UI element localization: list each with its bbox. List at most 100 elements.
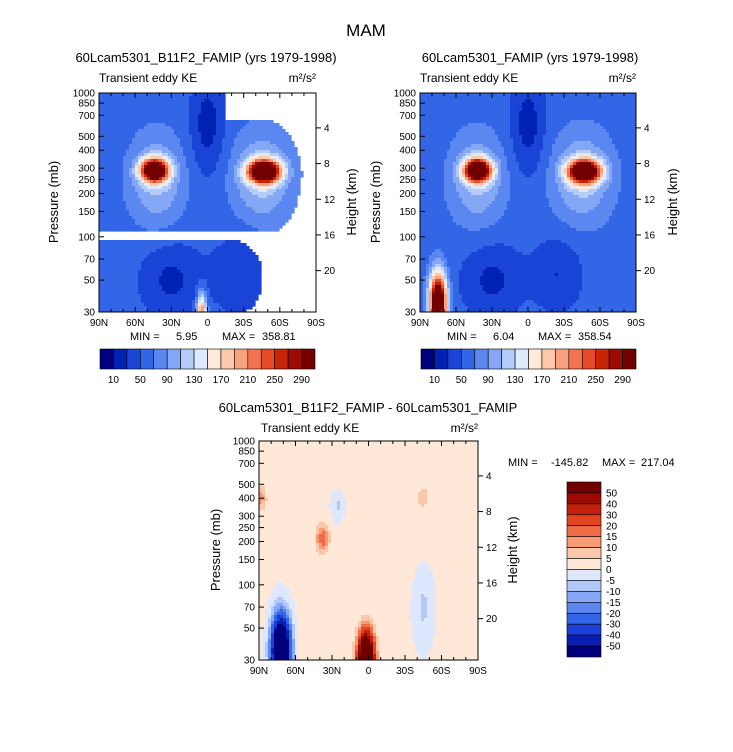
contour-cell [420, 267, 427, 271]
contour-cell [99, 246, 163, 250]
contour-cell [579, 261, 636, 265]
contour-cell [453, 282, 460, 286]
contour-cell [132, 141, 181, 145]
contour-cell [165, 174, 169, 178]
contour-cell [331, 495, 344, 499]
panel-2-ylabel: Pressure (mb) [368, 161, 383, 243]
contour-cell [495, 222, 568, 226]
contour-cell [379, 636, 413, 640]
contour-cell [271, 642, 275, 646]
contour-cell [579, 294, 636, 298]
contour-cell [430, 648, 478, 652]
contour-cell [243, 126, 283, 130]
contour-cell [597, 228, 636, 232]
contour-cell [540, 243, 568, 247]
contour-cell [447, 261, 463, 265]
contour-cell [471, 144, 484, 148]
contour-cell [141, 177, 145, 181]
contour-cell [249, 153, 256, 157]
contour-cell [316, 546, 320, 550]
contour-cell [234, 168, 238, 172]
contour-cell [465, 258, 580, 262]
contour-cell [259, 477, 478, 481]
contour-cell [274, 654, 290, 658]
contour-cell [355, 651, 359, 655]
contour-cell [426, 306, 430, 310]
contour-cell [274, 588, 290, 592]
contour-cell [603, 162, 607, 166]
contour-cell [573, 162, 577, 166]
contour-cell [289, 642, 293, 646]
contour-cell [483, 159, 487, 163]
contour-cell [412, 627, 437, 631]
contour-cell [376, 657, 380, 660]
contour-cell [177, 168, 181, 172]
contour-cell [600, 171, 604, 175]
contour-cell [510, 198, 550, 202]
contour-cell [259, 459, 478, 463]
contour-cell [141, 159, 145, 163]
contour-cell [540, 153, 553, 157]
contour-cell [225, 120, 250, 124]
colorbar-label: 10 [429, 375, 441, 386]
contour-cell [492, 150, 505, 154]
contour-cell [159, 159, 163, 163]
contour-cell [246, 201, 280, 205]
right-tick-label: 8 [324, 159, 330, 170]
colorbar-box [99, 348, 114, 370]
contour-cell [292, 621, 299, 625]
contour-cell [195, 150, 223, 154]
contour-cell [171, 156, 178, 160]
contour-cell [259, 570, 416, 574]
contour-cell [423, 303, 427, 307]
contour-cell [570, 225, 604, 229]
right-tick-label: 16 [644, 230, 656, 241]
contour-cell [129, 213, 184, 217]
contour-cell [424, 504, 478, 508]
contour-cell [465, 174, 469, 178]
colorbar-label: -10 [606, 587, 621, 598]
contour-cell [141, 150, 151, 154]
x-tick-label: 90S [627, 318, 645, 329]
contour-cell [412, 633, 437, 637]
contour-cell [444, 300, 448, 304]
contour-cell [582, 276, 636, 280]
contour-cell [147, 165, 163, 169]
contour-cell [165, 165, 169, 169]
contour-cell [268, 645, 272, 649]
colorbar-label: -50 [606, 642, 621, 653]
colorbar-box [420, 348, 435, 370]
contour-cell [225, 135, 238, 139]
contour-cell [99, 114, 190, 118]
contour-cell [537, 114, 547, 118]
contour-cell [222, 306, 253, 310]
contour-cell [489, 162, 493, 166]
contour-cell [292, 657, 296, 660]
contour-cell [468, 162, 472, 166]
contour-cell [258, 162, 271, 166]
x-tick-label: 30S [396, 666, 414, 677]
contour-cell [213, 249, 253, 253]
contour-cell [519, 120, 538, 124]
contour-cell [421, 597, 428, 601]
contour-cell [412, 588, 437, 592]
contour-cell [289, 630, 293, 634]
contour-cell [174, 171, 178, 175]
contour-cell [195, 297, 199, 301]
contour-cell [573, 249, 636, 253]
contour-cell [358, 630, 362, 634]
contour-cell [376, 627, 413, 631]
contour-cell [433, 576, 478, 580]
contour-cell [283, 618, 287, 622]
contour-cell [99, 207, 127, 211]
contour-cell [597, 168, 601, 172]
contour-cell [573, 159, 577, 163]
right-tick-label: 12 [644, 195, 656, 206]
contour-cell [279, 201, 298, 205]
contour-cell [288, 183, 301, 187]
contour-cell [319, 552, 326, 556]
contour-cell [328, 543, 478, 547]
panel-3-ylabel-right: Height (km) [505, 516, 520, 583]
contour-cell [537, 123, 547, 127]
contour-cell [420, 96, 511, 100]
